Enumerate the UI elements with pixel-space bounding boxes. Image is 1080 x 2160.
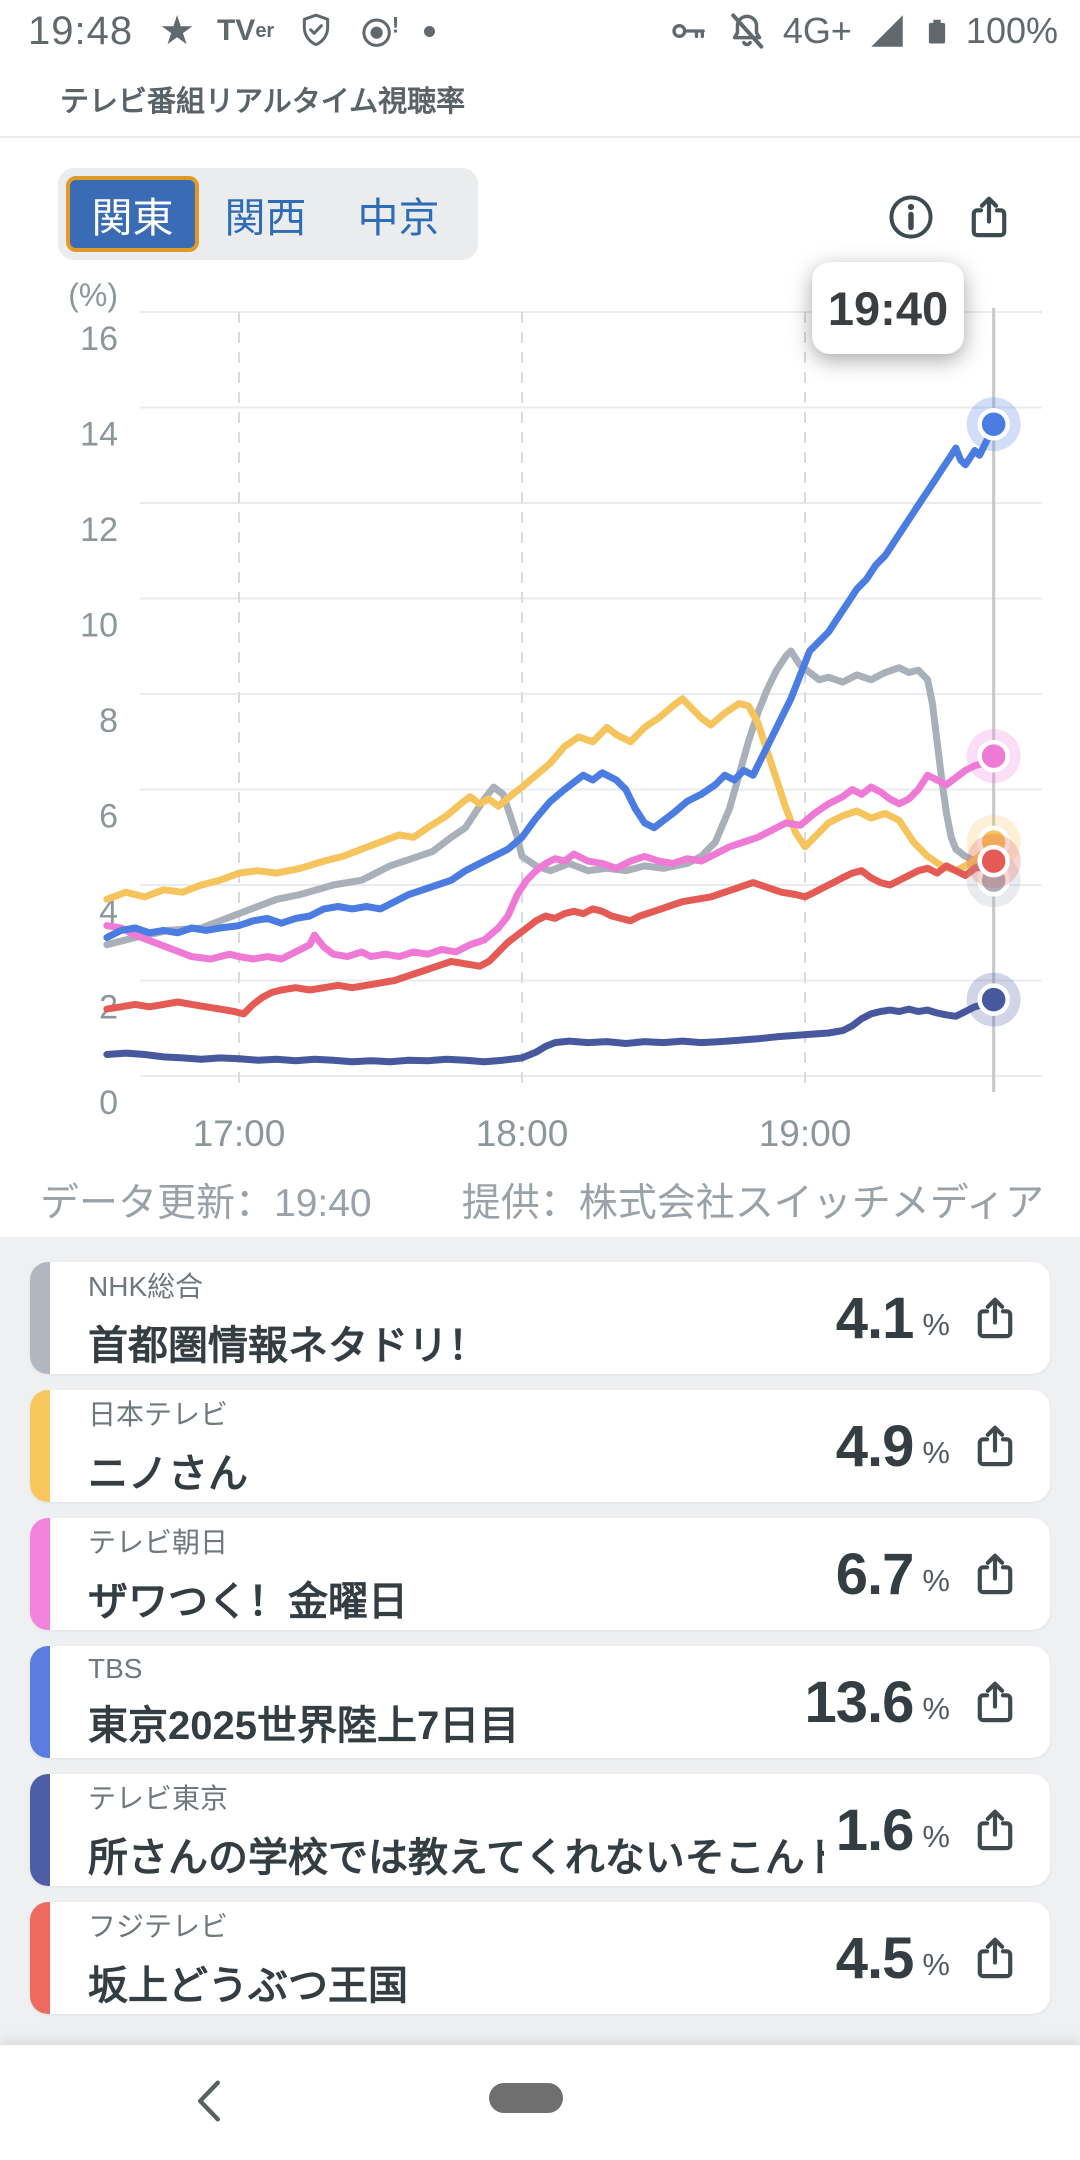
channel-color-bar (30, 1518, 50, 1630)
x-tick-label: 18:00 (476, 1113, 569, 1154)
share-icon[interactable] (970, 1549, 1020, 1599)
channel-color-bar (30, 1262, 50, 1374)
y-axis-unit: (%) (68, 277, 118, 313)
page-title: テレビ番組リアルタイム視聴率 (60, 86, 466, 118)
list-item-nhk[interactable]: NHK総合 首都圏情報ネタドリ！ 4.1 % (30, 1262, 1050, 1374)
series-endpoint-dot[interactable] (977, 983, 1010, 1016)
bottom-nav-bar (0, 2045, 1080, 2160)
y-tick-label: 14 (80, 416, 118, 454)
rating-value: 13.6 (804, 1669, 915, 1735)
channel-color-bar (30, 1774, 50, 1886)
program-title: 坂上どうぶつ王国 (88, 1964, 408, 2008)
status-bar: 19:48 ★ TV er ! (0, 0, 1080, 62)
channel-name: TBS (88, 1653, 143, 1684)
channel-name: フジテレビ (88, 1911, 229, 1942)
home-indicator[interactable] (489, 2083, 563, 2113)
list-item-tbs[interactable]: TBS 東京2025世界陸上7日目 13.6 % (30, 1646, 1050, 1758)
signal-strength-icon (866, 10, 908, 52)
share-icon[interactable] (970, 1677, 1020, 1727)
channel-ranking-list: NHK総合 首都圏情報ネタドリ！ 4.1 % 日本テレビ ニノさん 4.9 % … (0, 1237, 1080, 2045)
data-updated-label: データ更新：19:40 (40, 1182, 372, 1225)
tver-notification-icon: TV er (216, 14, 275, 47)
series-endpoint-dot[interactable] (977, 407, 1010, 441)
program-title: ニノさん (88, 1452, 248, 1496)
tab-chukyo[interactable]: 中京 (357, 195, 440, 241)
rating-value: 4.9 (835, 1413, 915, 1479)
channel-color-bar (30, 1390, 50, 1502)
alert-circle-icon: ! (358, 9, 402, 53)
rating-unit: % (922, 1435, 950, 1470)
rating-unit: % (922, 1819, 950, 1854)
share-icon[interactable] (970, 1293, 1020, 1343)
tooltip-time: 19:40 (827, 281, 949, 335)
series-line (103, 857, 998, 1018)
rating-unit: % (922, 1691, 950, 1726)
tab-kanto[interactable]: 関東 (66, 176, 199, 252)
back-icon[interactable] (192, 2079, 226, 2128)
star-icon: ★ (159, 9, 195, 53)
y-tick-label: 0 (99, 1084, 118, 1122)
battery-icon (922, 9, 952, 53)
channel-color-bar (30, 1902, 50, 2014)
channel-name: テレビ朝日 (88, 1527, 229, 1558)
program-title: 首都圏情報ネタドリ！ (88, 1324, 488, 1368)
battery-percent-label: 100% (965, 10, 1058, 51)
series-line (103, 695, 998, 903)
tab-kansai[interactable]: 関西 (224, 195, 307, 241)
x-tick-label: 17:00 (193, 1113, 286, 1154)
list-item-tv-tokyo[interactable]: テレビ東京 所さんの学校では教えてくれないそこんト… 1.6 % (30, 1774, 1050, 1886)
clock-time: 19:48 (28, 8, 134, 53)
list-item-fuji-tv[interactable]: フジテレビ 坂上どうぶつ王国 4.5 % (30, 1902, 1050, 2014)
data-provider-label: 提供：株式会社スイッチメディア (461, 1182, 1044, 1225)
y-tick-label: 6 (99, 798, 118, 836)
y-tick-label: 4 (99, 893, 118, 931)
y-tick-label: 16 (80, 320, 118, 358)
series-line (103, 996, 998, 1066)
cursor-time-tooltip: 19:40 (812, 262, 964, 354)
rating-value: 6.7 (835, 1541, 915, 1607)
channel-color-bar (30, 1646, 50, 1758)
chart-actions (886, 192, 1014, 242)
dot-icon (424, 25, 436, 37)
shield-check-icon (296, 9, 336, 53)
list-item-nippon-tv[interactable]: 日本テレビ ニノさん 4.9 % (30, 1390, 1050, 1502)
chart-footer: データ更新：19:40 提供：株式会社スイッチメディア (0, 1172, 1080, 1228)
series-endpoint-dot[interactable] (977, 844, 1010, 878)
series-line (103, 420, 998, 941)
program-title: 東京2025世界陸上7日目 (88, 1704, 520, 1748)
share-icon[interactable] (970, 1805, 1020, 1855)
series-line (103, 752, 998, 963)
rating-unit: % (922, 1563, 950, 1598)
list-item-tv-asahi[interactable]: テレビ朝日 ザワつく！金曜日 6.7 % (30, 1518, 1050, 1630)
rating-value: 1.6 (835, 1797, 915, 1863)
rating-unit: % (922, 1307, 950, 1342)
key-icon (667, 11, 711, 51)
channel-name: テレビ東京 (88, 1783, 229, 1814)
rating-unit: % (922, 1947, 950, 1982)
y-tick-label: 12 (80, 511, 118, 549)
y-tick-label: 10 (80, 607, 118, 645)
channel-name: 日本テレビ (88, 1399, 229, 1430)
program-title: ザワつく！金曜日 (88, 1580, 408, 1624)
notifications-off-icon (725, 9, 769, 53)
network-type-label: 4G+ (782, 10, 852, 51)
share-icon[interactable] (970, 1421, 1020, 1471)
series-line (103, 647, 998, 949)
svg-text:!: ! (392, 13, 399, 38)
info-icon[interactable] (886, 192, 936, 242)
rating-value: 4.5 (835, 1925, 915, 1991)
share-icon[interactable] (964, 192, 1014, 242)
rating-value: 4.1 (835, 1285, 915, 1351)
program-title: 所さんの学校では教えてくれないそこんト… (88, 1836, 824, 1880)
region-tab-group: 関東 関西 中京 (58, 168, 478, 260)
y-tick-label: 8 (99, 702, 118, 740)
channel-name: NHK総合 (88, 1271, 204, 1302)
x-tick-label: 19:00 (759, 1113, 852, 1154)
share-icon[interactable] (970, 1933, 1020, 1983)
series-endpoint-dot[interactable] (977, 739, 1010, 773)
app-header: テレビ番組リアルタイム視聴率 (0, 62, 1080, 138)
